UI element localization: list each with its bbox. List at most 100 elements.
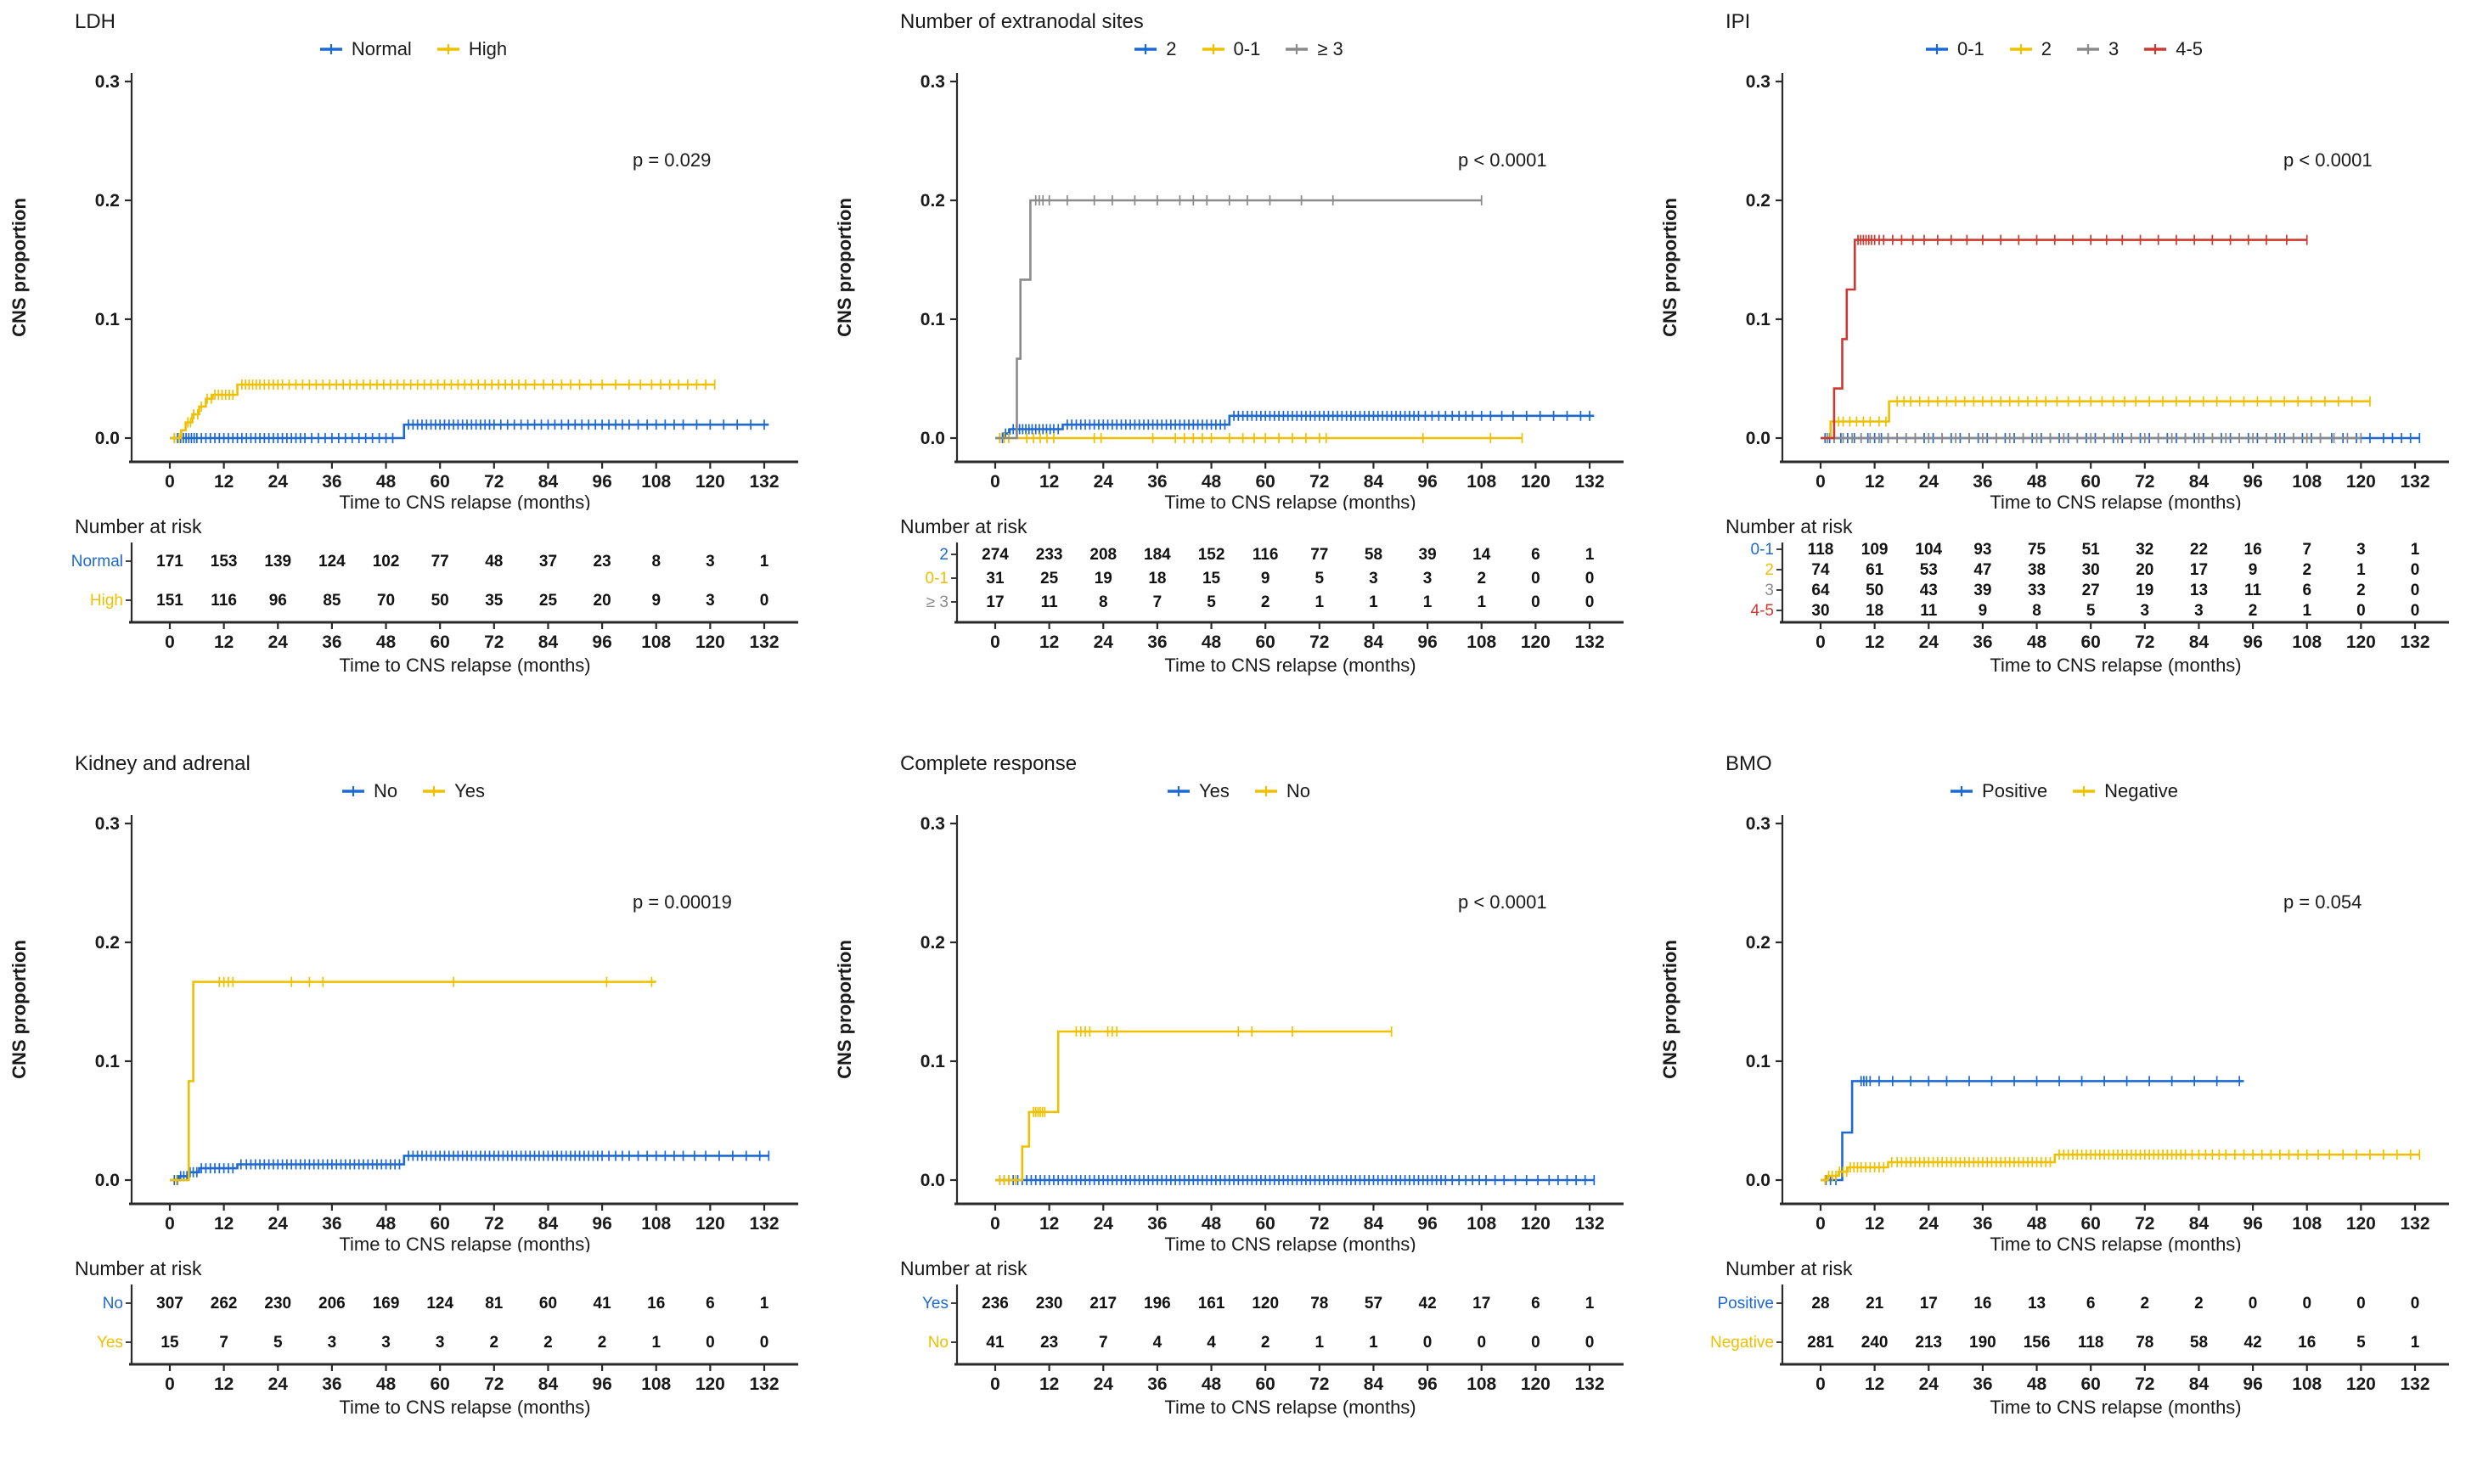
- series-negative-censor-ticks: [1824, 1150, 2421, 1185]
- x-tick-label: 72: [2135, 472, 2154, 492]
- legend: Positive Negative: [1651, 776, 2476, 807]
- risk-count: 8: [2032, 602, 2041, 620]
- x-tick-label: 60: [1256, 1214, 1275, 1234]
- risk-x-tick-label: 120: [2346, 1374, 2376, 1394]
- legend: Normal High: [0, 34, 825, 65]
- risk-count: 0: [2249, 1295, 2258, 1313]
- risk-count: 31: [986, 570, 1005, 587]
- risk-x-tick-label: 0: [165, 1374, 175, 1394]
- x-tick-label: 36: [322, 1214, 341, 1234]
- legend-censor-glyph-icon: [341, 786, 364, 796]
- risk-count: 25: [1040, 570, 1059, 587]
- panel-complete-response: Complete response Yes No 0.0 0.1 0.2 0.3 0 12 24 3…: [825, 742, 1651, 1484]
- legend-item-no: No: [341, 780, 397, 802]
- risk-x-tick-label: 72: [1309, 632, 1329, 652]
- risk-count: 39: [1973, 582, 1991, 599]
- y-tick-label: 0.3: [1746, 72, 1770, 92]
- p-value-label: p < 0.0001: [2283, 149, 2373, 171]
- panel-title: Complete response: [900, 752, 1078, 775]
- risk-count: 2: [2141, 1295, 2150, 1313]
- risk-count: 5: [1315, 570, 1325, 587]
- risk-x-tick-label: 12: [1039, 632, 1059, 652]
- risk-count: 93: [1973, 541, 1991, 559]
- risk-table-title: Number at risk: [900, 515, 1027, 537]
- series-no-curve: [995, 1030, 1392, 1182]
- y-tick-label: 0.3: [920, 72, 945, 92]
- risk-count: 3: [2141, 602, 2150, 620]
- x-tick-label: 120: [1521, 1214, 1551, 1234]
- risk-count: 48: [485, 553, 503, 571]
- x-tick-label: 108: [1466, 472, 1496, 492]
- risk-count: 58: [1365, 546, 1382, 564]
- legend-label: 2: [1166, 38, 1177, 59]
- risk-count: 3: [706, 553, 715, 571]
- x-tick-label: 96: [2243, 472, 2262, 492]
- series-no-censor-ticks: [999, 1026, 1393, 1185]
- legend-item-2: 2: [2008, 38, 2052, 60]
- risk-count: 116: [211, 592, 237, 610]
- y-tick-label: 0.3: [1746, 814, 1770, 834]
- risk-count: 5: [1207, 593, 1216, 611]
- risk-x-tick-label: 36: [1973, 1374, 1992, 1394]
- risk-x-tick-label: 72: [484, 632, 504, 652]
- risk-count: 0: [2411, 582, 2420, 599]
- legend-label: No: [373, 780, 398, 801]
- legend-label: Negative: [2104, 780, 2178, 801]
- risk-x-tick-label: 0: [990, 1374, 1000, 1394]
- x-tick-label: 84: [1364, 1214, 1384, 1234]
- risk-x-tick-label: 108: [641, 1374, 671, 1394]
- risk-count: 120: [1252, 1295, 1279, 1313]
- series-0-1-censor-ticks: [999, 433, 1523, 443]
- y-tick-label: 0.1: [920, 310, 946, 329]
- risk-count: 37: [539, 553, 557, 571]
- risk-x-tick-label: 96: [592, 632, 611, 652]
- x-tick-label: 132: [2400, 1214, 2429, 1234]
- y-tick-label: 0.2: [95, 191, 120, 211]
- risk-count: 18: [1148, 570, 1166, 587]
- series-3-censor-ticks: [1827, 433, 2362, 443]
- risk-count: 2: [2302, 561, 2311, 579]
- risk-x-tick-label: 48: [376, 632, 397, 652]
- risk-x-tick-label: 48: [376, 1374, 397, 1394]
- risk-count: 3: [1423, 570, 1433, 587]
- y-tick-label: 0.3: [95, 72, 120, 92]
- x-tick-label: 60: [431, 472, 450, 492]
- risk-x-tick-label: 120: [2346, 632, 2376, 652]
- survival-plot: 0.0 0.1 0.2 0.3 0 12 24 36 48 60 72 84 96 108 120 132 Ti…: [834, 814, 1624, 1252]
- panel-ldh: LDH Normal High 0.0 0.1 0.2 0.3 0 12 24 36 48 60 72 84…: [0, 0, 825, 742]
- x-tick-label: 48: [2027, 1214, 2047, 1234]
- risk-x-tick-label: 36: [322, 1374, 341, 1394]
- risk-count: 1: [760, 553, 769, 571]
- risk-count: 1: [1423, 593, 1433, 611]
- risk-x-tick-label: 84: [2189, 632, 2210, 652]
- x-axis-title: Time to CNS relapse (months): [1990, 492, 2241, 510]
- y-axis-title: CNS proportion: [1659, 940, 1680, 1079]
- risk-x-tick-label: 108: [641, 632, 671, 652]
- x-tick-label: 96: [1417, 1214, 1437, 1234]
- p-value-label: p < 0.0001: [1458, 149, 1547, 171]
- risk-count: 3: [706, 592, 715, 610]
- risk-count: 5: [273, 1334, 283, 1352]
- risk-count: 0: [1531, 593, 1540, 611]
- risk-count: 6: [2086, 1295, 2096, 1313]
- risk-count: 1: [651, 1334, 661, 1352]
- legend-censor-glyph-icon: [1134, 44, 1157, 54]
- risk-table: 2 274 233 208 184 152 116 77 58 39 14 6 10-1 31 25 19 18…: [926, 542, 1624, 676]
- risk-x-tick-label: 132: [749, 632, 779, 652]
- risk-count: 77: [431, 553, 449, 571]
- risk-count: 35: [485, 592, 504, 610]
- series-yes-curve: [170, 981, 656, 1182]
- x-axis-title: Time to CNS relapse (months): [339, 1234, 590, 1252]
- risk-count: 1: [1369, 1334, 1378, 1352]
- x-tick-label: 24: [268, 472, 289, 492]
- risk-count: 8: [1099, 593, 1108, 611]
- risk-count: 77: [1310, 546, 1328, 564]
- risk-count: 233: [1036, 546, 1063, 564]
- risk-count: 9: [1979, 602, 1988, 620]
- risk-count: 11: [1041, 593, 1059, 611]
- x-tick-label: 12: [1865, 1214, 1884, 1234]
- risk-count: 23: [594, 553, 611, 571]
- x-tick-label: 96: [592, 1214, 611, 1234]
- risk-count: 0: [2411, 561, 2420, 579]
- risk-x-tick-label: 96: [2243, 632, 2262, 652]
